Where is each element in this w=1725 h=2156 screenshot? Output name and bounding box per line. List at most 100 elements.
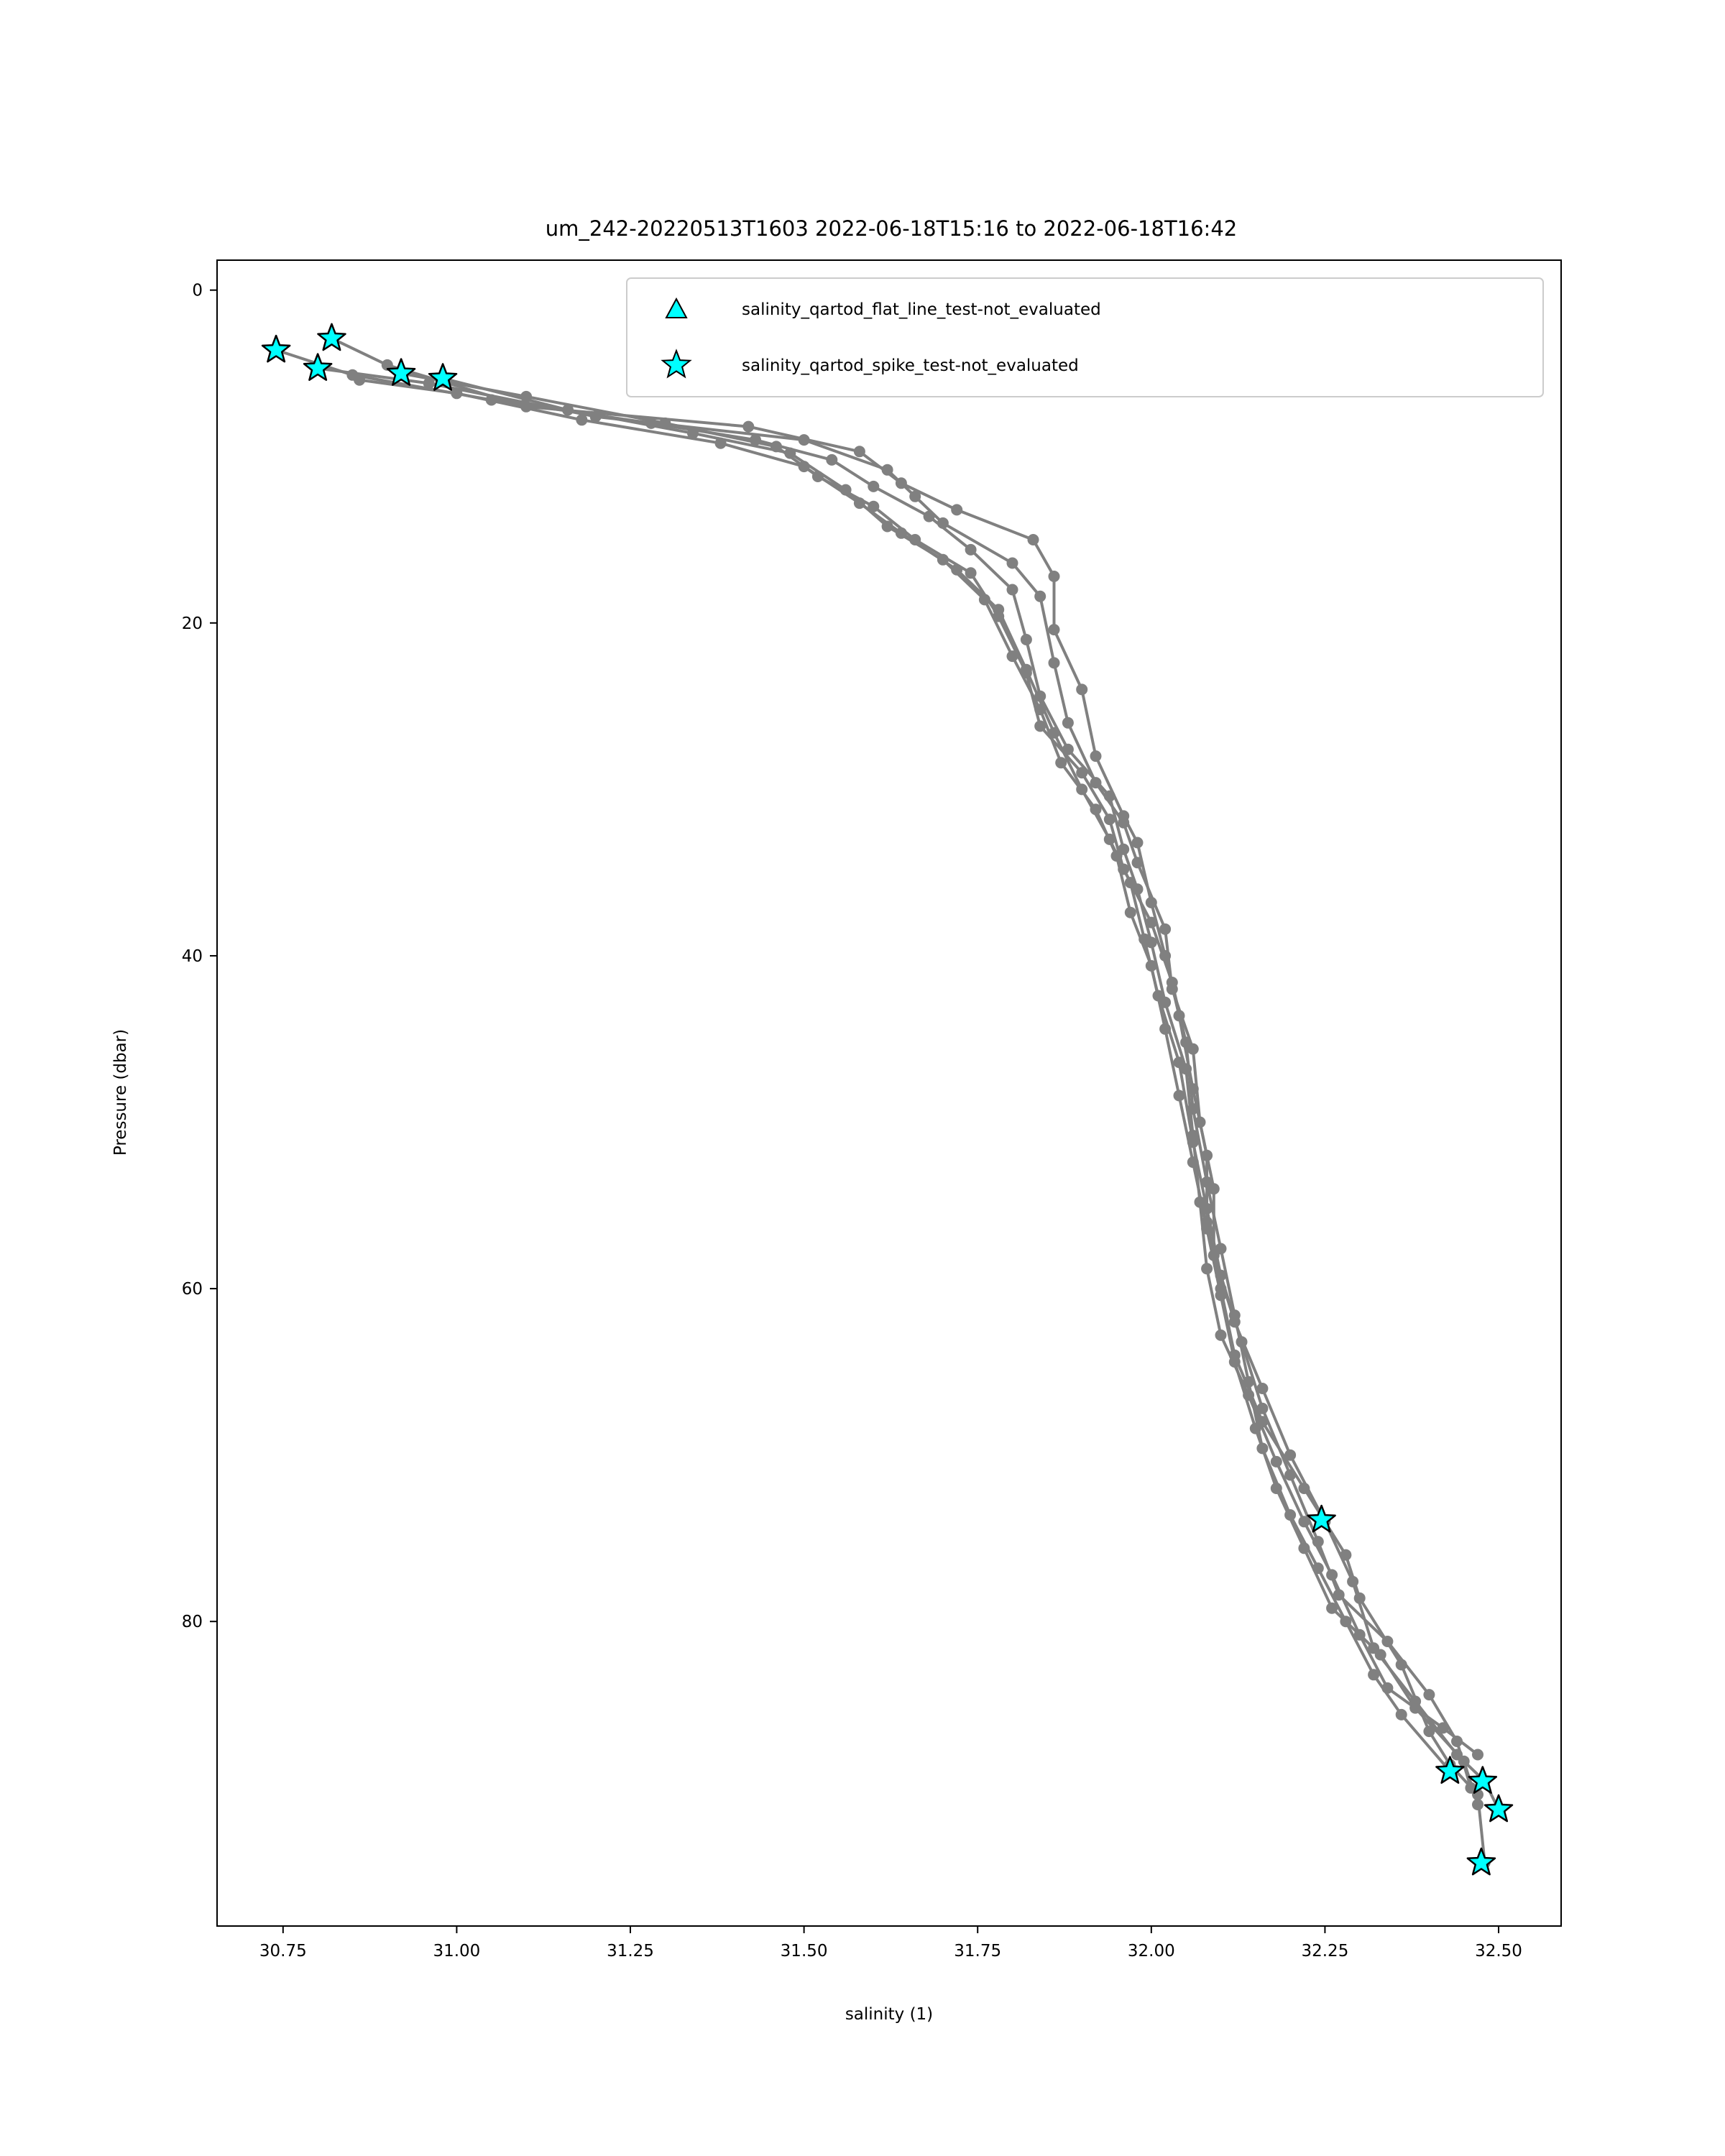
profile-point (714, 437, 727, 449)
profile-point (1138, 933, 1151, 945)
spike-flag-star-icon (428, 363, 458, 391)
x-tick-label: 32.00 (1128, 1942, 1175, 1961)
profile-point (978, 594, 990, 606)
profile-point (1090, 750, 1102, 763)
profile-point (1103, 814, 1116, 826)
profile-point (1451, 1736, 1463, 1747)
x-axis-ticks: 30.75 31.00 31.25 31.50 31.75 32.00 32.25 32.50 (259, 1926, 1522, 1961)
profile-point (1131, 857, 1144, 869)
profile-point (1076, 767, 1088, 779)
profile-point (993, 604, 1005, 616)
y-tick-label: 0 (192, 282, 203, 300)
profile-point (965, 567, 977, 579)
profile-point (1284, 1469, 1297, 1481)
profile-point (1048, 624, 1060, 636)
profile-point (451, 387, 463, 400)
profile-point (1103, 790, 1116, 802)
profile-point (1027, 534, 1039, 545)
y-tick-label: 40 (182, 947, 203, 966)
y-tick-label: 60 (182, 1280, 203, 1299)
x-tick-label: 32.50 (1475, 1942, 1522, 1961)
profile-point (1048, 657, 1060, 669)
profile-point (1395, 1708, 1407, 1720)
x-tick-label: 31.00 (433, 1942, 480, 1961)
profile-point (1062, 717, 1074, 729)
x-axis-label: salinity (1) (845, 2005, 933, 2024)
spike-flag-star-icon (303, 353, 333, 381)
x-tick-label: 31.50 (781, 1942, 828, 1961)
profile-point (1465, 1782, 1477, 1794)
profile-point (1236, 1336, 1248, 1348)
profile-point (1020, 634, 1032, 645)
profile-point (798, 461, 810, 473)
profile-point (1215, 1269, 1227, 1281)
y-axis-label: Pressure (dbar) (111, 1029, 130, 1156)
profile-point (1006, 584, 1018, 596)
profile-point (1048, 727, 1060, 739)
profile-point (1270, 1483, 1282, 1494)
y-axis-ticks: 0 20 40 60 80 (182, 282, 217, 1631)
profile-marks (261, 323, 1514, 1876)
profile-point (951, 563, 963, 576)
profile-point (1333, 1589, 1345, 1601)
profile-point (1159, 923, 1172, 935)
profile-point (1173, 1089, 1185, 1102)
legend-label-flat-line: salinity_qartod_flat_line_test-not_evalu… (742, 300, 1101, 319)
profile-point (1124, 877, 1136, 889)
profile-point (1423, 1689, 1435, 1701)
x-tick-label: 30.75 (259, 1942, 307, 1961)
profile-point (1374, 1649, 1386, 1661)
profile-point (1076, 783, 1088, 796)
profile-point (1312, 1536, 1324, 1548)
profile-point (1368, 1669, 1380, 1681)
legend-box (626, 277, 1544, 397)
profile-point (1006, 650, 1018, 663)
profile-point (826, 453, 838, 466)
plot-frame (216, 259, 1562, 1927)
spike-flag-star-icon (1466, 1847, 1496, 1876)
profile-point (1034, 720, 1046, 732)
profile-point (881, 464, 893, 476)
profile-point (1118, 816, 1130, 829)
profile-line-2 (317, 367, 1500, 1810)
chart-title: um_242-20220513T1603 2022-06-18T15:16 to… (546, 216, 1237, 241)
profile-point (1298, 1542, 1310, 1554)
profile-point (1215, 1243, 1227, 1255)
profile-point (1020, 663, 1032, 676)
profile-point (853, 497, 865, 510)
profile-point (868, 500, 880, 512)
spike-flag-star-icon (1468, 1766, 1498, 1794)
spike-flag-star-icon (1435, 1756, 1465, 1784)
profile-point (909, 490, 921, 502)
star-marker-icon (661, 349, 692, 379)
profile-point (1201, 1263, 1213, 1275)
x-tick-label: 31.75 (954, 1942, 1001, 1961)
profile-point (951, 504, 963, 516)
profile-point (1215, 1289, 1227, 1302)
x-tick-label: 31.25 (607, 1942, 654, 1961)
profile-point (1173, 1056, 1185, 1069)
profile-point (1034, 590, 1046, 602)
y-tick-label: 80 (182, 1613, 203, 1631)
profile-point (1256, 1402, 1269, 1414)
profile-point (1326, 1602, 1338, 1614)
profile-point (1249, 1422, 1261, 1434)
profile-point (1284, 1449, 1297, 1461)
profile-point (354, 374, 366, 386)
x-tick-label: 32.25 (1301, 1942, 1348, 1961)
spike-flag-star-icon (317, 323, 346, 351)
profile-point (576, 414, 588, 426)
profile-point (1347, 1575, 1359, 1588)
profile-point (1131, 837, 1144, 849)
profile-point (1076, 683, 1088, 696)
profile-point (1055, 757, 1067, 769)
profile-point (1472, 1799, 1484, 1810)
profile-point (798, 434, 810, 446)
triangle-marker-icon (665, 297, 688, 318)
profile-point (1228, 1356, 1241, 1368)
profile-point (1103, 833, 1116, 845)
profile-point (1256, 1383, 1269, 1394)
profile-point (923, 510, 935, 522)
profile-point (1124, 906, 1136, 918)
